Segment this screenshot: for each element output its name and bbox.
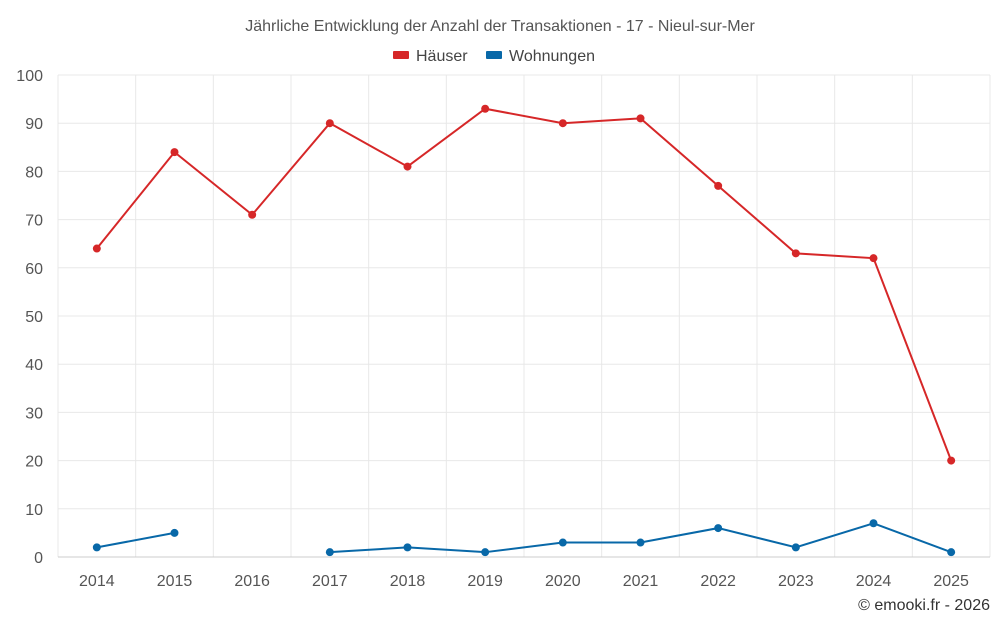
data-point-0[interactable] <box>714 181 723 190</box>
data-point-1[interactable] <box>791 543 800 552</box>
data-point-0[interactable] <box>791 249 800 258</box>
y-tick-label: 0 <box>34 550 43 567</box>
y-tick-label: 70 <box>25 213 43 230</box>
y-tick-label: 50 <box>25 309 43 326</box>
data-point-0[interactable] <box>92 244 101 253</box>
y-tick-label: 10 <box>25 502 43 519</box>
series-group <box>92 104 956 557</box>
legend-label-haeuser: Häuser <box>416 48 468 65</box>
x-tick-label: 2024 <box>856 573 892 590</box>
data-point-1[interactable] <box>170 528 179 537</box>
y-tick-label: 40 <box>25 357 43 374</box>
grid <box>57 74 991 558</box>
data-point-1[interactable] <box>403 543 412 552</box>
legend-item-wohnungen[interactable]: Wohnungen <box>486 48 595 65</box>
x-tick-label: 2015 <box>157 573 193 590</box>
data-point-1[interactable] <box>481 548 490 557</box>
data-point-0[interactable] <box>558 119 567 128</box>
data-point-1[interactable] <box>947 548 956 557</box>
data-point-1[interactable] <box>92 543 101 552</box>
data-point-0[interactable] <box>636 114 645 123</box>
x-tick-label: 2014 <box>79 573 115 590</box>
legend-label-wohnungen: Wohnungen <box>509 48 595 65</box>
y-tick-label: 90 <box>25 116 43 133</box>
x-tick-label: 2018 <box>390 573 426 590</box>
y-tick-label: 30 <box>25 405 43 422</box>
x-tick-label: 2023 <box>778 573 814 590</box>
x-tick-label: 2025 <box>933 573 969 590</box>
x-axis: 2014 2015 2016 2017 2018 2019 2020 2021 2022 2023… <box>58 556 990 590</box>
data-point-1[interactable] <box>558 538 567 547</box>
x-tick-label: 2020 <box>545 573 581 590</box>
data-point-0[interactable] <box>947 456 956 465</box>
y-axis: 0 10 20 30 40 50 60 70 80 90 100 <box>16 68 43 567</box>
data-point-0[interactable] <box>869 254 878 263</box>
legend-swatch-haeuser <box>393 51 409 59</box>
data-point-1[interactable] <box>636 538 645 547</box>
credit-text: © emooki.fr - 2026 <box>858 597 990 614</box>
data-point-0[interactable] <box>170 148 179 157</box>
series-line-1 <box>329 522 952 554</box>
y-tick-label: 80 <box>25 164 43 181</box>
y-tick-label: 20 <box>25 454 43 471</box>
x-tick-label: 2016 <box>234 573 270 590</box>
legend-item-haeuser[interactable]: Häuser <box>393 48 468 65</box>
data-point-0[interactable] <box>248 210 257 219</box>
x-tick-label: 2021 <box>623 573 659 590</box>
data-point-0[interactable] <box>481 104 490 113</box>
data-point-1[interactable] <box>714 524 723 533</box>
data-point-0[interactable] <box>403 162 412 171</box>
legend: Häuser Wohnungen <box>393 48 595 65</box>
data-point-1[interactable] <box>325 548 334 557</box>
chart-title: Jährliche Entwicklung der Anzahl der Tra… <box>245 18 755 35</box>
x-tick-label: 2022 <box>700 573 736 590</box>
y-tick-label: 60 <box>25 261 43 278</box>
data-point-0[interactable] <box>325 119 334 128</box>
series-line-1 <box>96 531 175 549</box>
x-tick-label: 2019 <box>467 573 503 590</box>
data-point-1[interactable] <box>869 519 878 528</box>
legend-swatch-wohnungen <box>486 51 502 59</box>
series-line-0 <box>96 107 953 461</box>
y-tick-label: 100 <box>16 68 43 85</box>
x-tick-label: 2017 <box>312 573 348 590</box>
